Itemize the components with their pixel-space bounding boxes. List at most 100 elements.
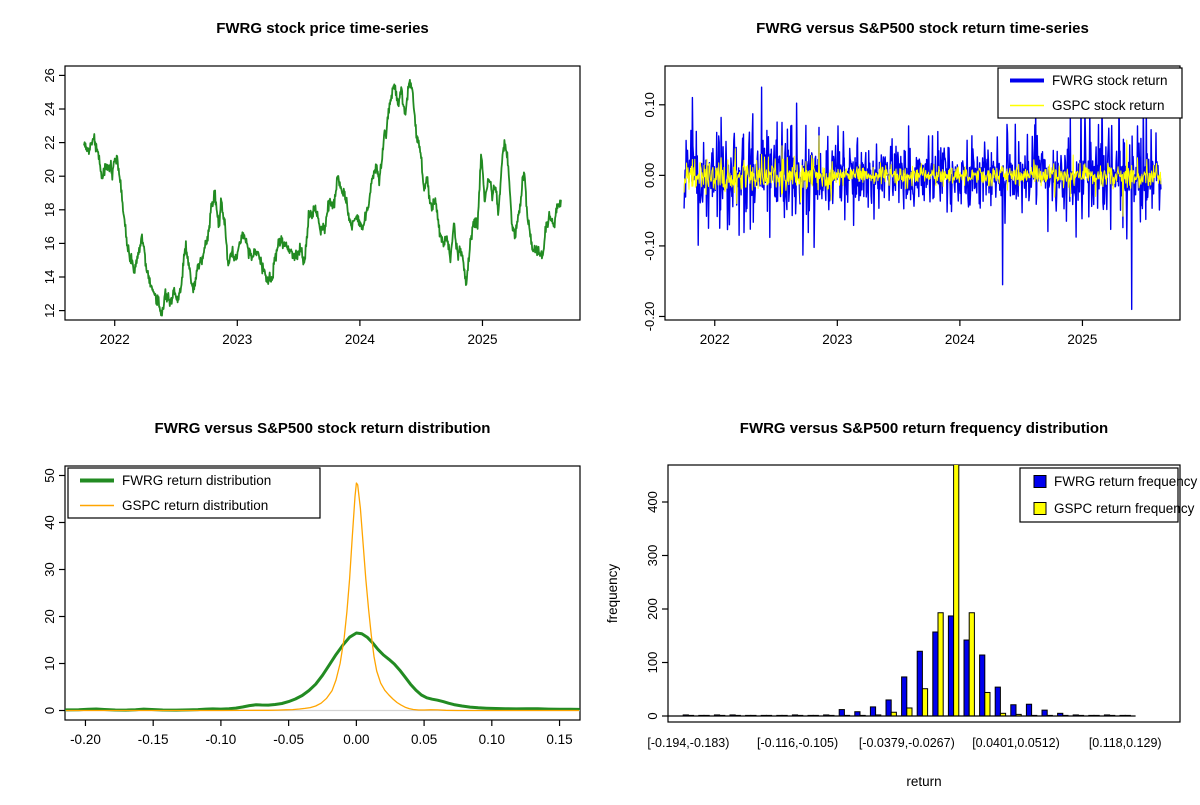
svg-text:30: 30 — [42, 562, 57, 576]
svg-text:return: return — [906, 774, 941, 789]
plot-title: FWRG stock price time-series — [216, 20, 429, 37]
svg-text:-0.10: -0.10 — [206, 732, 237, 747]
svg-text:0.05: 0.05 — [411, 732, 437, 747]
svg-text:frequency: frequency — [605, 564, 620, 624]
svg-text:300: 300 — [645, 545, 660, 567]
svg-text:[-0.194,-0.183): [-0.194,-0.183) — [647, 736, 729, 750]
legend-label: GSPC return frequency — [1054, 501, 1195, 516]
svg-text:2023: 2023 — [822, 332, 852, 347]
plot-frame — [64, 65, 581, 321]
x-axis: 2022 2023 2024 2025 — [700, 320, 1097, 347]
svg-text:2025: 2025 — [1067, 332, 1097, 347]
svg-text:200: 200 — [645, 598, 660, 620]
svg-text:20: 20 — [42, 609, 57, 623]
y-axis: -0.20 -0.10 0.00 0.10 — [642, 92, 665, 331]
svg-text:-0.05: -0.05 — [273, 732, 304, 747]
gspc-frequency-bar — [921, 688, 929, 717]
gspc-frequency-bar — [953, 465, 960, 717]
gspc-frequency-bar — [968, 612, 975, 717]
y-axis: 0 100 200 300 400 — [645, 491, 668, 720]
density-curves — [65, 482, 580, 712]
plot-frame — [64, 465, 581, 721]
svg-text:18: 18 — [42, 203, 57, 217]
svg-text:20: 20 — [42, 169, 57, 183]
svg-text:2025: 2025 — [467, 332, 497, 347]
density-chart-panel: FWRG versus S&P500 stock return distribu… — [0, 400, 600, 800]
legend-label: FWRG return distribution — [122, 473, 271, 488]
plot-frame — [664, 65, 1181, 321]
fwrg-frequency-bar — [885, 699, 892, 717]
legend-swatch — [1033, 475, 1047, 488]
svg-text:FWRG versus S&P500 return freq: FWRG versus S&P500 return frequency dist… — [740, 420, 1108, 437]
svg-text:-0.10: -0.10 — [642, 231, 657, 261]
gspc-frequency-bar — [937, 612, 944, 717]
axis-titles: return frequency — [605, 564, 942, 789]
fwrg-frequency-bar — [979, 654, 986, 717]
svg-text:2024: 2024 — [345, 332, 376, 347]
svg-text:[-0.116,-0.105): [-0.116,-0.105) — [757, 736, 838, 750]
legend: FWRG return distribution GSPC return dist… — [67, 467, 321, 519]
fwrg-frequency-bar — [869, 706, 877, 717]
fwrg-frequency-bar — [1025, 703, 1033, 717]
svg-text:0.15: 0.15 — [546, 732, 572, 747]
svg-text:-0.20: -0.20 — [70, 732, 101, 747]
svg-text:0.10: 0.10 — [642, 92, 657, 117]
fwrg-frequency-bar — [1041, 709, 1048, 717]
legend-label: FWRG return frequency — [1054, 474, 1198, 489]
legend-label: GSPC return distribution — [122, 498, 268, 513]
gspc-frequency-bar — [906, 707, 913, 717]
histogram-chart: FWRG versus S&P500 return frequency dist… — [605, 420, 1198, 789]
return-line-series — [683, 86, 1162, 311]
svg-text:12: 12 — [42, 303, 57, 317]
svg-text:0.00: 0.00 — [642, 163, 657, 188]
svg-text:24: 24 — [42, 102, 57, 116]
legend: FWRG stock return GSPC stock return — [997, 67, 1183, 119]
x-axis: 2022 2023 2024 2025 — [100, 320, 497, 347]
x-axis: [-0.194,-0.183) [-0.116,-0.105) [-0.0379,-… — [647, 736, 1161, 750]
svg-text:2022: 2022 — [100, 332, 130, 347]
svg-text:[0.0401,0.0512): [0.0401,0.0512) — [972, 736, 1060, 750]
y-axis: 12 14 16 18 20 22 24 26 — [42, 68, 65, 318]
plot-frame — [667, 464, 1181, 723]
svg-text:FWRG versus S&P500 stock retur: FWRG versus S&P500 stock return time-ser… — [756, 20, 1089, 37]
svg-text:100: 100 — [645, 652, 660, 674]
fwrg-frequency-bar — [963, 639, 970, 717]
svg-text:10: 10 — [42, 656, 57, 670]
svg-text:FWRG versus S&P500 stock retur: FWRG versus S&P500 stock return distribu… — [155, 420, 491, 437]
svg-text:50: 50 — [42, 468, 57, 482]
plot-title: FWRG versus S&P500 stock return distribu… — [155, 420, 491, 437]
plot-title: FWRG versus S&P500 return frequency dist… — [740, 420, 1108, 437]
legend-label: FWRG stock return — [1052, 73, 1168, 88]
fwrg-frequency-bar — [932, 631, 939, 717]
svg-text:[-0.0379,-0.0267): [-0.0379,-0.0267) — [859, 736, 955, 750]
svg-text:0: 0 — [645, 712, 660, 719]
svg-text:0.00: 0.00 — [343, 732, 369, 747]
svg-text:40: 40 — [42, 515, 57, 529]
svg-text:26: 26 — [42, 68, 57, 82]
svg-text:-0.15: -0.15 — [138, 732, 169, 747]
svg-text:2022: 2022 — [700, 332, 730, 347]
svg-text:16: 16 — [42, 236, 57, 250]
x-axis: -0.20 -0.15 -0.10 -0.05 0.00 0.05 0.10 0.15 — [70, 720, 573, 747]
fwrg-frequency-bar — [854, 711, 861, 717]
fwrg-frequency-bar — [838, 709, 845, 717]
y-axis: 0 10 20 30 40 50 — [42, 468, 65, 714]
plot-title: FWRG versus S&P500 stock return time-ser… — [756, 20, 1089, 37]
density-chart: FWRG versus S&P500 stock return distribu… — [42, 420, 581, 747]
svg-text:[0.118,0.129): [0.118,0.129) — [1089, 736, 1162, 750]
returns-chart: FWRG versus S&P500 stock return time-ser… — [642, 20, 1183, 347]
fwrg-frequency-bar — [916, 650, 923, 717]
legend: FWRG return frequency GSPC return frequen… — [1019, 467, 1198, 523]
histogram-chart-panel: FWRG versus S&P500 return frequency dist… — [600, 400, 1200, 800]
svg-text:2024: 2024 — [945, 332, 976, 347]
svg-text:0: 0 — [42, 707, 57, 714]
svg-text:FWRG stock price time-series: FWRG stock price time-series — [216, 20, 429, 37]
svg-text:400: 400 — [645, 491, 660, 513]
svg-text:14: 14 — [42, 270, 57, 284]
gspc-frequency-bar — [984, 691, 991, 717]
svg-text:0.10: 0.10 — [479, 732, 505, 747]
fwrg-frequency-bar — [947, 615, 955, 717]
legend-label: GSPC stock return — [1052, 98, 1165, 113]
